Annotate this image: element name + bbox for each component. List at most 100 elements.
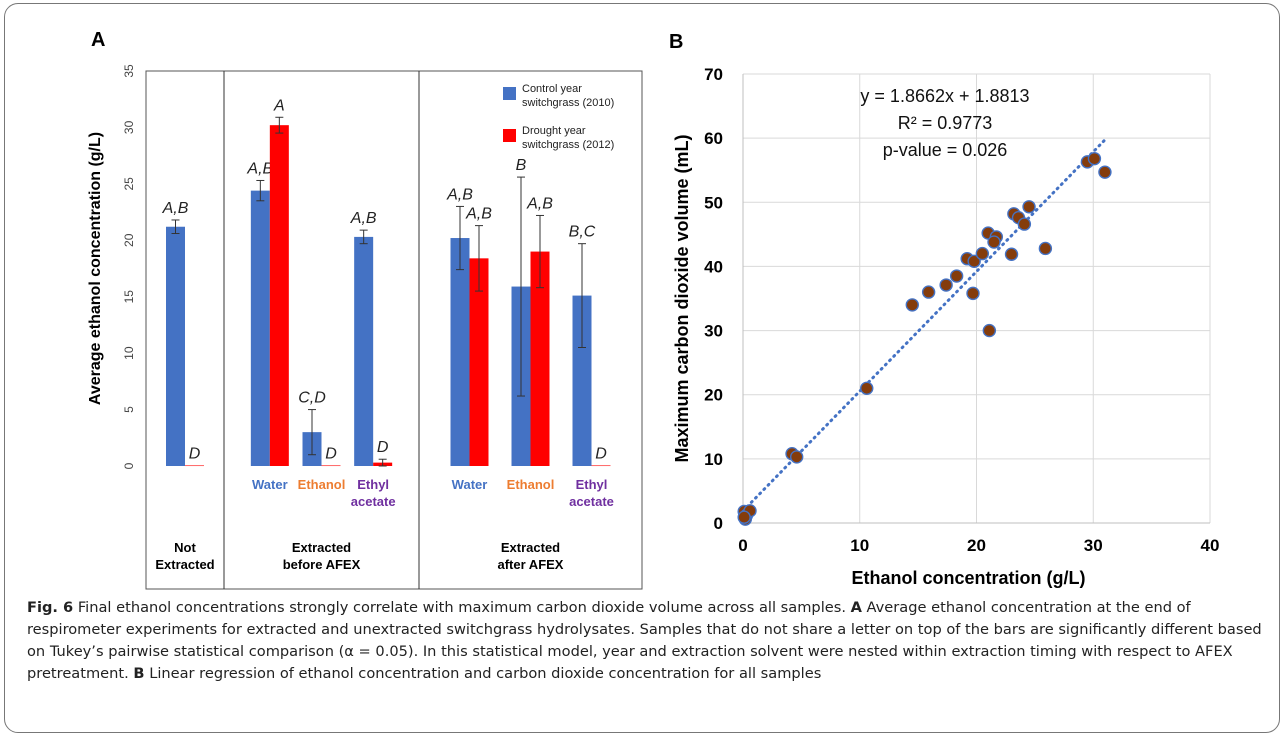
y-tick-label: 15 <box>122 290 136 304</box>
y-tick-label: 70 <box>704 65 723 84</box>
bar-drought <box>185 465 204 467</box>
caption-label-a: A <box>850 599 862 616</box>
bar-control <box>354 236 374 466</box>
x-tick-label: 0 <box>738 536 747 555</box>
plot-border <box>145 70 643 590</box>
significance-letter: B,C <box>569 224 596 241</box>
data-point <box>987 235 1001 249</box>
data-point <box>739 508 754 523</box>
significance-letter: B <box>516 157 527 174</box>
category-label: Ethyl <box>357 477 389 492</box>
y-tick-label: 10 <box>704 450 723 469</box>
category-label: Ethyl <box>576 477 608 492</box>
figure-number: Fig. 6 <box>27 599 74 616</box>
data-point <box>860 381 874 395</box>
significance-letter: D <box>595 445 607 462</box>
category-label: acetate <box>351 494 396 509</box>
regression-annotation: p-value = 0.026 <box>883 140 1008 160</box>
category-label: Ethanol <box>507 477 555 492</box>
data-point <box>785 447 799 461</box>
y-tick-label: 40 <box>704 257 723 276</box>
category-label: Ethanol <box>298 477 346 492</box>
y-tick-label: 60 <box>704 129 723 148</box>
data-point <box>1080 155 1095 169</box>
panel-label-b: B <box>669 31 683 53</box>
y-tick-label: 50 <box>704 193 723 212</box>
group-label: Extracted <box>501 540 560 555</box>
legend-label: switchgrass (2010) <box>522 97 614 109</box>
caption-text-b: Linear regression of ethanol concentrati… <box>149 665 822 682</box>
panel-label-a: A <box>91 29 105 51</box>
caption-title: Final ethanol concentrations strongly co… <box>77 599 846 616</box>
y-tick-label: 35 <box>122 64 136 78</box>
y-tick-label: 20 <box>122 233 136 247</box>
data-point <box>1038 241 1053 256</box>
data-point <box>1004 247 1019 261</box>
legend-label: Drought year <box>522 125 586 137</box>
y-axis-title: Maximum carbon dioxide volume (mL) <box>672 134 692 462</box>
y-tick-label: 10 <box>122 346 136 360</box>
significance-letter: D <box>377 439 389 456</box>
significance-letter: D <box>325 445 337 462</box>
data-point <box>737 504 751 519</box>
trendline <box>741 135 1109 513</box>
bar-control <box>450 238 470 466</box>
data-point <box>982 323 997 338</box>
y-tick-label: 20 <box>704 386 723 405</box>
group-label: Extracted <box>292 540 351 555</box>
significance-letter: A,B <box>246 160 273 177</box>
significance-letter: C,D <box>298 390 326 407</box>
data-point <box>1017 217 1032 231</box>
group-label: Extracted <box>155 557 214 572</box>
figure-caption: Fig. 6 Final ethanol concentrations stro… <box>27 597 1267 685</box>
data-point <box>981 226 995 240</box>
bar-drought <box>269 125 289 467</box>
significance-letter: A,B <box>162 200 189 217</box>
data-point <box>975 246 990 261</box>
data-point <box>737 510 751 524</box>
bar-chart-panel: A 0 5 10 15 20 25 30 35 Average ethanol concentra… <box>87 29 643 590</box>
bar-drought <box>530 251 550 466</box>
data-point <box>921 285 936 299</box>
y-tick-label: 25 <box>122 177 136 191</box>
y-axis-title: Average ethanol concentration (g/L) <box>87 132 104 405</box>
y-tick-label: 5 <box>122 406 136 413</box>
figure-frame: A 0 5 10 15 20 25 30 35 Average ethanol concentra… <box>4 3 1280 733</box>
y-tick-label: 0 <box>714 514 723 533</box>
legend-swatch-control <box>503 87 516 100</box>
data-point <box>989 230 1004 244</box>
data-point <box>1022 200 1036 214</box>
legend-swatch-drought <box>503 129 516 142</box>
bar-control <box>166 226 185 466</box>
data-point <box>743 504 757 518</box>
bar-drought <box>591 465 611 467</box>
data-point <box>738 512 753 526</box>
regression-annotation: y = 1.8662x + 1.8813 <box>860 86 1029 106</box>
significance-letter: A,B <box>465 206 492 223</box>
significance-letter: A,B <box>350 210 377 227</box>
data-point <box>949 269 964 283</box>
y-tick-label: 30 <box>704 322 723 341</box>
significance-letter: A,B <box>446 186 473 203</box>
data-point <box>1007 207 1021 221</box>
data-point <box>790 450 804 464</box>
data-point <box>1098 165 1112 179</box>
significance-letter: D <box>189 445 201 462</box>
data-point <box>960 252 974 266</box>
category-label: Water <box>452 477 488 492</box>
data-point <box>966 286 980 301</box>
category-label: acetate <box>569 494 614 509</box>
caption-label-b: B <box>133 665 145 682</box>
data-point <box>967 254 981 268</box>
significance-letter: A <box>273 97 285 114</box>
regression-annotation: R² = 0.9773 <box>898 113 993 133</box>
x-tick-label: 30 <box>1084 536 1103 555</box>
y-tick-label: 0 <box>122 462 136 469</box>
x-axis-title: Ethanol concentration (g/L) <box>852 568 1086 588</box>
significance-letter: A,B <box>526 195 553 212</box>
bar-drought <box>469 258 489 466</box>
bar-drought <box>321 465 341 467</box>
data-point <box>939 278 953 292</box>
bar-control <box>572 295 592 466</box>
caption-text-a: Average ethanol concentration at the end… <box>27 599 1262 682</box>
